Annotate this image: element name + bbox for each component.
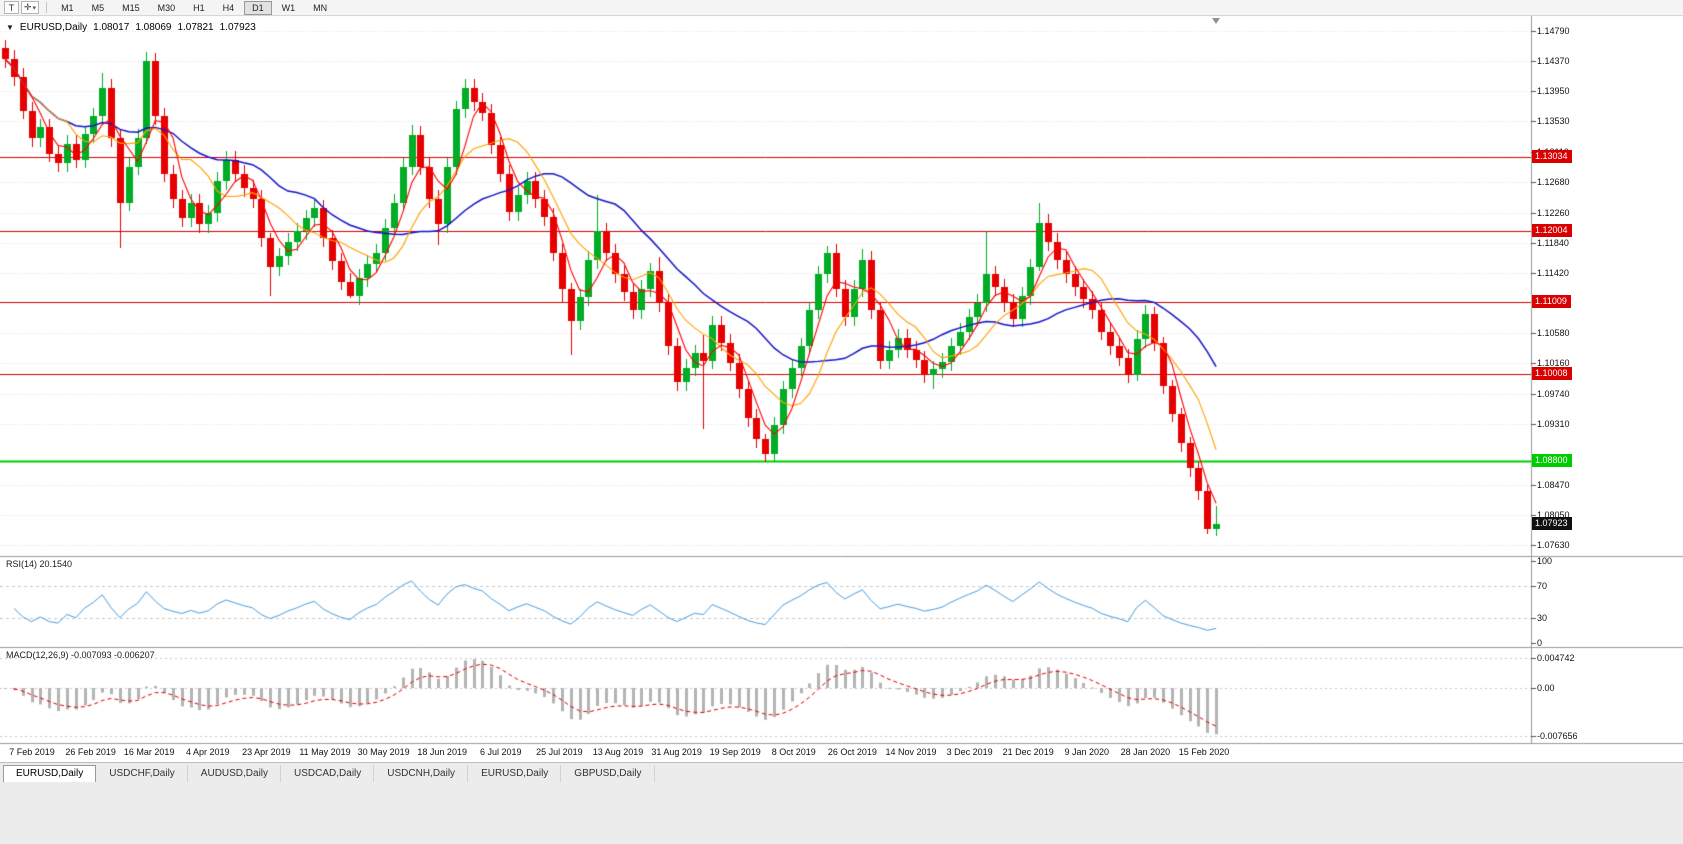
timeframe-button-d1[interactable]: D1	[244, 0, 272, 15]
chart-tab-usdcnh-daily[interactable]: USDCNH,Daily	[374, 765, 469, 782]
top-toolbar: T ✛ ▾ M1 M5 M15 M30 H1 H4 D1 W1 MN	[0, 0, 1683, 16]
chart-header: ▼ EURUSD,Daily 1.08017 1.08069 1.07821 1…	[6, 22, 256, 33]
price-chart-canvas[interactable]	[0, 0, 1683, 762]
chart-tab-usdchf-daily[interactable]: USDCHF,Daily	[96, 765, 188, 782]
crosshair-tool-button[interactable]: ✛ ▾	[21, 1, 40, 14]
chart-tab-usdcad-daily[interactable]: USDCAD,Daily	[281, 765, 375, 782]
chart-symbol-period: EURUSD,Daily	[19, 22, 88, 33]
ohlc-low-value: 1.07821	[177, 22, 214, 33]
crosshair-icon: ✛	[24, 2, 32, 12]
ohlc-close-value: 1.07923	[219, 22, 256, 33]
charts-tab-bar: EURUSD,Daily USDCHF,Daily AUDUSD,Daily USDC…	[0, 762, 1683, 782]
one-click-trading-toggle[interactable]: ▼	[6, 23, 14, 32]
dropdown-caret-icon: ▾	[32, 4, 37, 12]
timeframes-toolbar: M1 M5 M15 M30 H1 H4 D1 W1 MN	[52, 0, 336, 15]
text-tool-button[interactable]: T	[4, 1, 19, 14]
rsi-indicator-label: RSI(14) 20.1540	[6, 559, 73, 569]
macd-indicator-label: MACD(12,26,9) -0.007093 -0.006207	[6, 650, 155, 660]
timeframe-button-h4[interactable]: H4	[222, 2, 235, 13]
timeframe-button-m5[interactable]: M5	[91, 2, 105, 13]
chart-tab-audusd-daily[interactable]: AUDUSD,Daily	[188, 765, 282, 782]
timeframe-button-w1[interactable]: W1	[281, 2, 296, 13]
chart-shift-marker[interactable]	[1212, 18, 1220, 24]
toolbar-separator	[46, 2, 48, 13]
chart-tab-eurusd-daily[interactable]: EURUSD,Daily	[3, 765, 97, 782]
ohlc-open-value: 1.08017	[93, 22, 130, 33]
chart-tab-gbpusd-daily[interactable]: GBPUSD,Daily	[561, 765, 655, 782]
chart-tab-eurusd-daily[interactable]: EURUSD,Daily	[468, 765, 562, 782]
timeframe-button-m1[interactable]: M1	[61, 2, 74, 13]
timeframe-button-h1[interactable]: H1	[193, 2, 205, 13]
timeframe-button-mn[interactable]: MN	[313, 2, 328, 13]
ohlc-high-value: 1.08069	[135, 22, 172, 33]
timeframe-button-m30[interactable]: M30	[157, 2, 176, 13]
timeframe-button-m15[interactable]: M15	[122, 2, 140, 13]
